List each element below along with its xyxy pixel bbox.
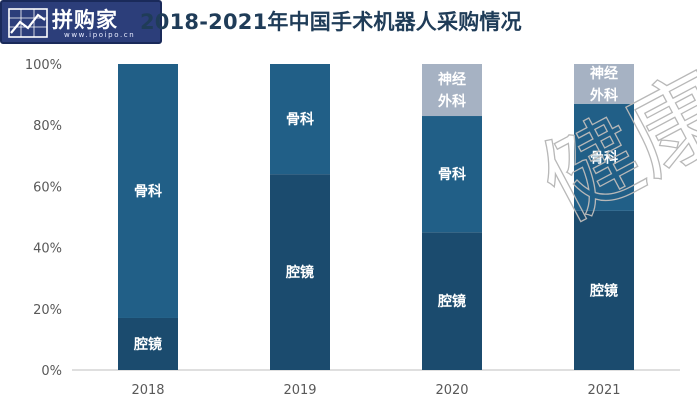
- bar-data-label: 神经: [438, 71, 466, 88]
- bar-segment: [270, 174, 330, 370]
- bar-segment: [574, 103, 634, 211]
- x-tick-label: 2018: [131, 383, 164, 398]
- bar-segment: [422, 116, 482, 233]
- y-tick-label: 100%: [25, 58, 62, 73]
- y-tick-label: 60%: [33, 180, 62, 195]
- bar-data-label: 腔镜: [133, 336, 162, 353]
- x-tick-label: 2019: [283, 383, 316, 398]
- bar-data-label: 骨科: [590, 149, 618, 166]
- y-tick-label: 20%: [33, 303, 62, 318]
- bar-segment: [574, 210, 634, 370]
- bar-data-label: 外科: [438, 93, 466, 110]
- bar-data-label: 腔镜: [589, 282, 618, 299]
- bar-segment: [422, 64, 482, 117]
- y-tick-label: 40%: [33, 242, 62, 257]
- chart-title: 2018-2021年中国手术机器人采购情况: [140, 10, 522, 34]
- logo-name: 拼购家: [52, 8, 118, 32]
- logo: 拼购家 www.ipoipo.cn: [0, 0, 162, 44]
- bar-segment: [422, 232, 482, 370]
- y-tick-label: 80%: [33, 119, 62, 134]
- x-tick-label: 2021: [587, 383, 620, 398]
- bar-data-label: 腔镜: [285, 264, 314, 281]
- bar-segment: [574, 64, 634, 104]
- bar-data-label: 神经: [590, 65, 618, 82]
- x-tick-label: 2020: [435, 383, 468, 398]
- logo-url: www.ipoipo.cn: [64, 31, 136, 39]
- bar-data-label: 骨科: [286, 111, 314, 128]
- bar-data-label: 骨科: [134, 183, 162, 200]
- bar-segment: [270, 64, 330, 175]
- bar-segment: [118, 317, 178, 370]
- logo-chart-icon: [8, 8, 48, 38]
- bar-segment: [118, 64, 178, 318]
- bar-data-label: 腔镜: [437, 293, 466, 310]
- bar-data-label: 骨科: [438, 166, 466, 183]
- bar-data-label: 外科: [590, 87, 618, 104]
- y-tick-label: 0%: [41, 364, 62, 379]
